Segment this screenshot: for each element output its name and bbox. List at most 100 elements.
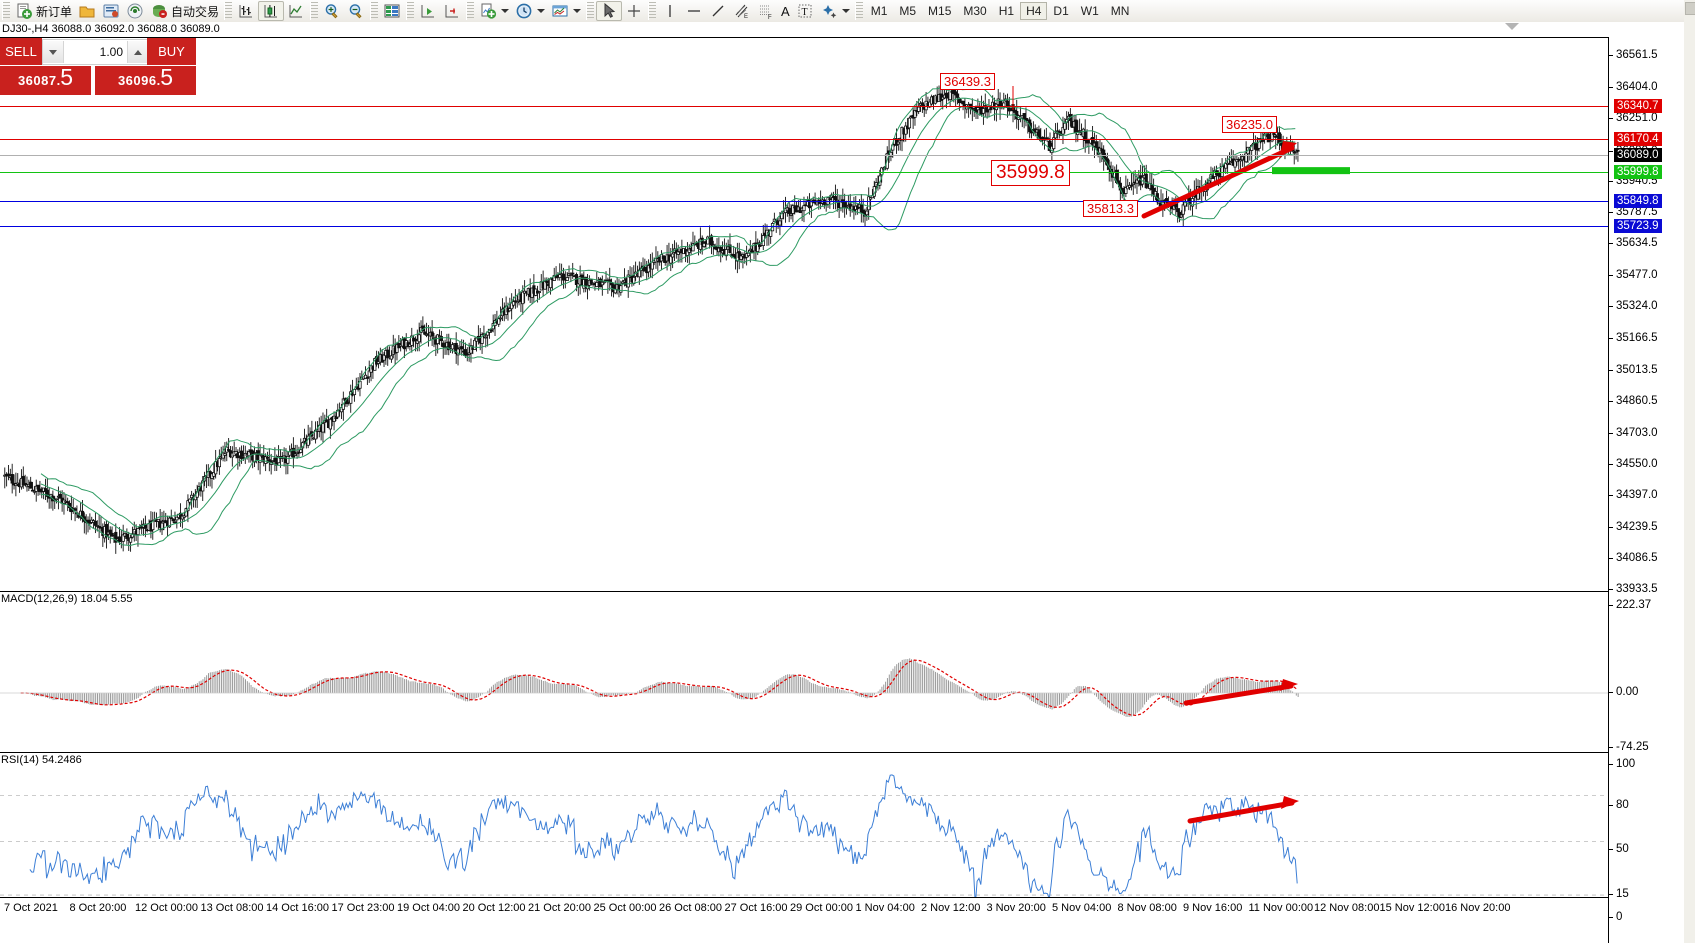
- horizontal-line-tool-button[interactable]: [682, 1, 706, 21]
- macd-tick-label: -74.25: [1616, 741, 1649, 753]
- candlestick-chart-button[interactable]: [258, 1, 285, 21]
- chevron-down-icon[interactable]: [573, 9, 582, 13]
- volume-decrease-button[interactable]: [43, 41, 64, 63]
- volume-increase-button[interactable]: [127, 41, 148, 63]
- price-tick-label: 34550.0: [1616, 457, 1658, 470]
- periods-button[interactable]: [512, 1, 548, 21]
- horizontal-line-icon: [685, 2, 703, 20]
- timeframe-m5[interactable]: M5: [899, 4, 917, 18]
- time-axis[interactable]: 7 Oct 2021 8 Oct 20:00 12 Oct 00:00 13 Oct …: [0, 897, 1608, 944]
- time-tick-label: 12 Nov 08:00: [1314, 902, 1380, 914]
- axis-tick: [1609, 338, 1613, 340]
- crosshair-tool-button[interactable]: [622, 1, 646, 21]
- label-tool-button[interactable]: T: [793, 1, 817, 21]
- timeframe-d1[interactable]: D1: [1053, 4, 1069, 18]
- chevron-down-icon[interactable]: [501, 9, 510, 13]
- line-chart-button[interactable]: [284, 1, 308, 21]
- anno-35999[interactable]: 35999.8: [991, 160, 1070, 186]
- auto-trading-button[interactable]: 自动交易: [147, 1, 222, 21]
- svg-text:E: E: [744, 14, 748, 20]
- time-tick-label: 1 Nov 04:00: [855, 902, 915, 914]
- new-order-button[interactable]: 新订单: [12, 1, 75, 21]
- price-pane[interactable]: 36439.3 36235.0 35999.8 35813.3: [0, 37, 1608, 591]
- volume-stepper[interactable]: 1.00: [42, 39, 149, 65]
- anno-36235[interactable]: 36235.0: [1222, 116, 1277, 133]
- fibonacci-tool-button[interactable]: F: [754, 1, 778, 21]
- level-35999-line[interactable]: [0, 172, 1608, 173]
- timeframe-mn[interactable]: MN: [1110, 4, 1130, 18]
- terminal-button[interactable]: [99, 1, 123, 21]
- sell-button[interactable]: SELL: [0, 38, 42, 65]
- timeframe-h1[interactable]: H1: [998, 4, 1015, 18]
- timeframe-m1[interactable]: M1: [870, 4, 888, 18]
- zoom-in-icon: [323, 2, 341, 20]
- indicators-button[interactable]: [476, 1, 512, 21]
- buy-button[interactable]: BUY: [147, 38, 196, 65]
- grid-button[interactable]: [380, 1, 404, 21]
- time-tick-label: 8 Oct 20:00: [69, 902, 127, 914]
- anno-36439[interactable]: 36439.3: [940, 73, 995, 90]
- toolbar-separator: [224, 2, 233, 20]
- time-tick-label: 20 Oct 12:00: [462, 902, 526, 914]
- price-tick-label: 36251.0: [1616, 112, 1658, 125]
- vertical-line-tool-button[interactable]: [658, 1, 682, 21]
- vertical-scrollbar[interactable]: [1684, 0, 1695, 943]
- level-36170-tag[interactable]: 36170.4: [1614, 132, 1662, 146]
- timeframe-m30[interactable]: M30: [963, 4, 987, 18]
- symbol-ohlc-line: DJ30-,H4 36088.0 36092.0 36088.0 36089.0: [2, 23, 220, 35]
- price-axis[interactable]: 36561.536404.036251.036089.035940.535787…: [1608, 37, 1695, 943]
- level-36089-line[interactable]: [0, 155, 1608, 156]
- level-35849-tag[interactable]: 35849.8: [1614, 194, 1662, 208]
- scrollbar-thumb[interactable]: [1685, 2, 1695, 15]
- level-36340-tag[interactable]: 36340.7: [1614, 99, 1662, 113]
- bar-chart-button[interactable]: [234, 1, 258, 21]
- svg-text:T: T: [801, 7, 807, 18]
- terminal-icon: [102, 2, 120, 20]
- anno-35813[interactable]: 35813.3: [1083, 200, 1138, 217]
- templates-button[interactable]: [548, 1, 584, 21]
- auto-scroll-button[interactable]: [416, 1, 440, 21]
- axis-tick: [1609, 494, 1613, 496]
- autoscroll-icon: [419, 2, 437, 20]
- text-tool-button[interactable]: A: [778, 1, 793, 21]
- time-tick-label: 2 Nov 12:00: [921, 902, 981, 914]
- channel-icon: E: [733, 2, 751, 20]
- timeframe-m15[interactable]: M15: [928, 4, 952, 18]
- axis-tick: [1609, 306, 1613, 308]
- chevron-down-icon[interactable]: [537, 9, 546, 13]
- toolbar-separator: [406, 2, 415, 20]
- cursor-tool-button[interactable]: [596, 1, 623, 21]
- price-tick-label: 36404.0: [1616, 81, 1658, 93]
- axis-tick: [1609, 151, 1613, 152]
- axis-tick: [1609, 212, 1613, 214]
- sell-price[interactable]: 36087. 5: [0, 66, 91, 95]
- level-35723-tag[interactable]: 35723.9: [1614, 219, 1662, 233]
- timeframe-h4[interactable]: H4: [1020, 2, 1048, 20]
- zoom-out-button[interactable]: [344, 1, 368, 21]
- rsi-pane[interactable]: RSI(14) 54.2486: [0, 752, 1608, 898]
- chart-shift-button[interactable]: [440, 1, 464, 21]
- buy-price[interactable]: 36096. 5: [95, 66, 196, 95]
- level-36340-line[interactable]: [0, 106, 1608, 107]
- level-35723-line[interactable]: [0, 226, 1608, 227]
- rsi-tick-label: 100: [1616, 758, 1636, 770]
- volume-input[interactable]: 1.00: [99, 45, 123, 59]
- zoom-in-button[interactable]: [320, 1, 344, 21]
- trendline-tool-button[interactable]: [706, 1, 730, 21]
- level-35849-line[interactable]: [0, 201, 1608, 202]
- timeframe-w1[interactable]: W1: [1080, 4, 1099, 18]
- signals-button[interactable]: [123, 1, 147, 21]
- shapes-tool-button[interactable]: [817, 1, 853, 21]
- level-35999-tag[interactable]: 35999.8: [1614, 165, 1662, 179]
- chevron-down-icon[interactable]: [841, 9, 850, 13]
- level-36170-line[interactable]: [0, 139, 1608, 140]
- macd-pane[interactable]: MACD(12,26,9) 18.04 5.55: [0, 591, 1608, 752]
- expert-advisors-button[interactable]: [75, 1, 99, 21]
- level-36089-tag[interactable]: 36089.0: [1614, 148, 1662, 162]
- axis-tick: [1609, 55, 1613, 56]
- price-tick-label: 34086.5: [1616, 551, 1658, 564]
- trade-buttons-row: SELL 1.00 BUY: [0, 38, 196, 65]
- equidistant-channel-button[interactable]: E: [730, 1, 754, 21]
- chart-area[interactable]: 36439.3 36235.0 35999.8 35813.3 MACD(12,26,…: [0, 37, 1695, 944]
- buy-price-integer: 36096: [117, 73, 157, 88]
